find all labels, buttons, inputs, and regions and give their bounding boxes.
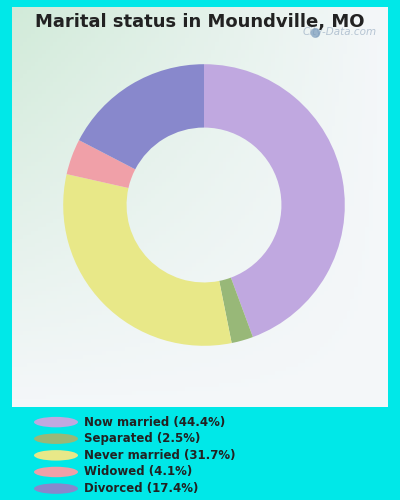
Circle shape [34,450,78,460]
Circle shape [34,417,78,428]
Text: Marital status in Moundville, MO: Marital status in Moundville, MO [35,12,365,30]
Circle shape [34,434,78,444]
Circle shape [34,467,78,477]
Text: Widowed (4.1%): Widowed (4.1%) [84,466,192,478]
Text: Separated (2.5%): Separated (2.5%) [84,432,200,445]
Wedge shape [204,64,345,337]
Wedge shape [67,140,135,188]
Text: Divorced (17.4%): Divorced (17.4%) [84,482,198,495]
Wedge shape [63,174,232,346]
Text: ●: ● [309,26,320,38]
Text: Never married (31.7%): Never married (31.7%) [84,449,236,462]
Wedge shape [219,278,253,343]
Text: City-Data.com: City-Data.com [302,28,377,38]
Wedge shape [79,64,204,170]
Circle shape [34,484,78,494]
Text: Now married (44.4%): Now married (44.4%) [84,416,225,428]
